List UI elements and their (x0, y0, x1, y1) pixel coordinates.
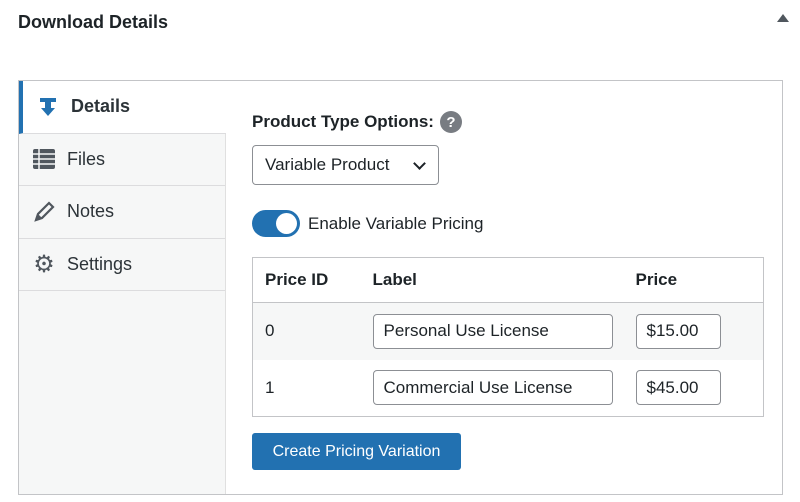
price-id: 0 (252, 302, 361, 360)
tab-label: Details (71, 96, 131, 117)
tab-details[interactable]: Details (19, 81, 226, 134)
price-id: 1 (265, 377, 275, 397)
details-content: Product Type Options: ? Variable Product… (252, 81, 782, 494)
column-header: Label (360, 257, 624, 303)
pricing-table: Price ID Label Price 0 Personal Use Lice… (252, 257, 764, 417)
variable-pricing-label: Enable Variable Pricing (308, 214, 484, 233)
create-pricing-variation-button[interactable]: Create Pricing Variation (252, 433, 461, 470)
download-icon (37, 96, 59, 118)
label-input[interactable]: Commercial Use License (372, 370, 613, 406)
pencil-icon (33, 201, 55, 223)
product-type-label: Product Type Options: ? (252, 111, 462, 133)
help-icon[interactable]: ? (439, 111, 462, 133)
table-row: 1 Commercial Use License $45.00 (253, 360, 764, 417)
column-header: Price ID (252, 257, 361, 303)
collapse-arrow-icon[interactable] (777, 14, 789, 22)
selected-value: Variable Product (265, 155, 390, 174)
download-details-panel: Details Files Notes ⚙ Settings Product T… (18, 80, 783, 495)
product-type-label-text: Product Type Options: (252, 112, 434, 131)
variable-pricing-toggle[interactable] (252, 210, 300, 237)
tab-label: Notes (67, 201, 115, 222)
tab-settings[interactable]: ⚙ Settings (19, 239, 225, 291)
tab-label: Files (67, 148, 106, 169)
column-header: Price (623, 257, 764, 303)
table-row: 0 Personal Use License $15.00 (252, 302, 764, 360)
tab-files[interactable]: Files (19, 134, 225, 186)
price-input[interactable]: $45.00 (635, 370, 721, 406)
gear-icon: ⚙ (33, 250, 55, 278)
list-icon (33, 148, 55, 170)
price-input[interactable]: $15.00 (635, 313, 721, 349)
page-title: Download Details (18, 12, 169, 32)
product-type-select[interactable]: Variable Product (252, 145, 439, 185)
tab-sidebar: Details Files Notes ⚙ Settings (19, 81, 226, 494)
label-input[interactable]: Personal Use License (372, 313, 613, 349)
tab-label: Settings (67, 253, 133, 274)
tab-notes[interactable]: Notes (19, 186, 225, 239)
chevron-down-icon (413, 157, 426, 170)
